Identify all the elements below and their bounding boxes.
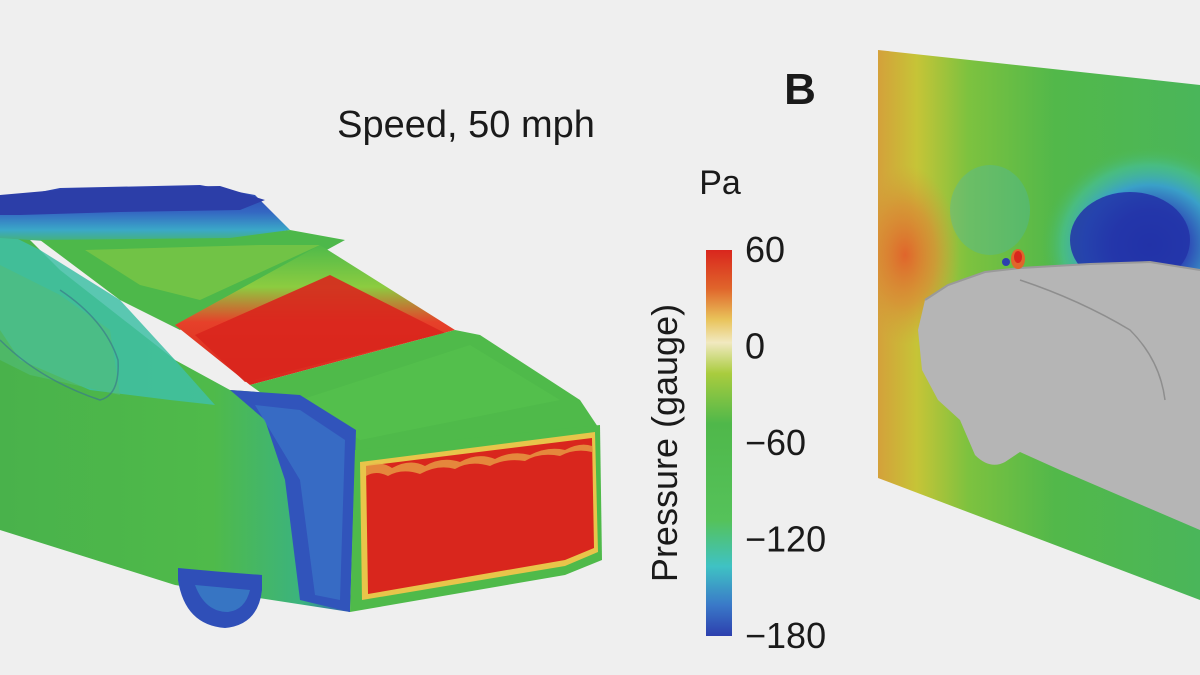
colorbar-axis-label: Pressure (gauge) xyxy=(644,304,685,582)
colorbar-tick-label: −60 xyxy=(745,422,806,463)
colorbar-ticks: 60 0 −60 −120 −180 xyxy=(745,229,826,656)
car-front-high-pressure xyxy=(366,438,594,594)
speed-label: Speed, 50 mph xyxy=(337,104,595,146)
panel-label: B xyxy=(784,65,816,114)
colorbar-tick-label: −120 xyxy=(745,519,826,560)
colorbar-tick-label: 0 xyxy=(745,326,765,367)
colorbar-tick-label: −180 xyxy=(745,615,826,656)
colorbar-unit: Pa xyxy=(699,164,741,202)
colorbar-gradient xyxy=(706,250,732,636)
pressure-plane xyxy=(878,50,1200,600)
pressure-colorbar: Pa Pressure (gauge) 60 0 −60 −120 −180 xyxy=(644,164,826,656)
colorbar-tick-label: 60 xyxy=(745,229,785,270)
car-pressure-model xyxy=(0,185,602,628)
